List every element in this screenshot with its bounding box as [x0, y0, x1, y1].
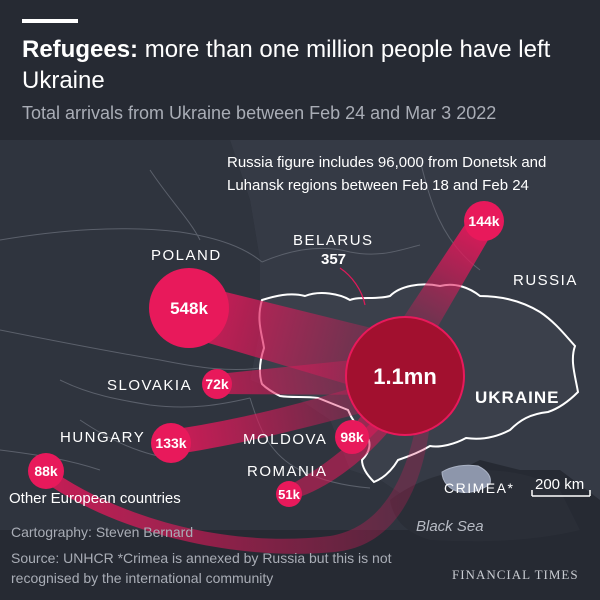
value-hungary: 133k — [155, 435, 186, 451]
value-russia: 144k — [468, 213, 499, 229]
value-ukraine: 1.1mn — [373, 364, 437, 389]
label-crimea: CRIMEA* — [444, 480, 515, 496]
scale-bar — [531, 490, 591, 497]
page-subtitle: Total arrivals from Ukraine between Feb … — [22, 103, 497, 123]
title-rest: more than one million people have left U… — [22, 36, 551, 94]
label-poland: POLAND — [151, 247, 222, 264]
label-moldova: MOLDOVA — [243, 431, 328, 448]
bubble-romania — [276, 481, 302, 507]
bubble-poland — [149, 268, 229, 348]
brand-logo: FINANCIAL TIMES — [452, 567, 579, 582]
russia-note: Russia figure includes 96,000 from Donet… — [227, 154, 547, 194]
value-moldova: 98k — [340, 429, 364, 445]
value-slovakia: 72k — [205, 376, 229, 392]
value-romania: 51k — [278, 487, 300, 502]
page-title: Refugees: more than one million people h… — [22, 34, 582, 96]
black-sea — [390, 470, 580, 542]
bubble-other — [28, 453, 64, 489]
label-hungary: HUNGARY — [60, 429, 146, 446]
flow-other — [42, 400, 432, 554]
bubble-values: 1.1mn 548k 144k 72k 133k 98k 51k 88k — [34, 213, 499, 502]
value-poland: 548k — [170, 299, 208, 318]
scale-label: 200 km — [535, 476, 585, 493]
flow-russia — [395, 220, 495, 340]
label-other-countries: Other European countries — [9, 490, 181, 507]
bubble-hungary — [151, 423, 191, 463]
label-ukraine: UKRAINE — [475, 388, 560, 407]
bubble-ukraine — [345, 316, 465, 436]
label-black-sea: Black Sea — [416, 518, 484, 535]
value-other: 88k — [34, 463, 58, 479]
bubble-russia — [464, 201, 504, 241]
belarus-leader — [339, 267, 366, 306]
label-russia: RUSSIA — [513, 272, 578, 289]
source-note: Source: UNHCR *Crimea is annexed by Russ… — [11, 550, 392, 586]
label-slovakia: SLOVAKIA — [107, 377, 193, 394]
title-bold: Refugees: — [22, 36, 139, 63]
header-rule — [22, 19, 78, 23]
crimea-shape — [441, 464, 491, 493]
bubble-layer — [28, 201, 504, 507]
cartography-credit: Cartography: Steven Bernard — [11, 524, 194, 540]
flow-hungary — [170, 372, 400, 455]
value-belarus: 357 — [321, 251, 347, 268]
bubble-moldova — [335, 420, 369, 454]
label-belarus: BELARUS — [293, 232, 374, 249]
bubble-slovakia — [202, 369, 232, 399]
label-romania: ROMANIA — [247, 463, 328, 480]
